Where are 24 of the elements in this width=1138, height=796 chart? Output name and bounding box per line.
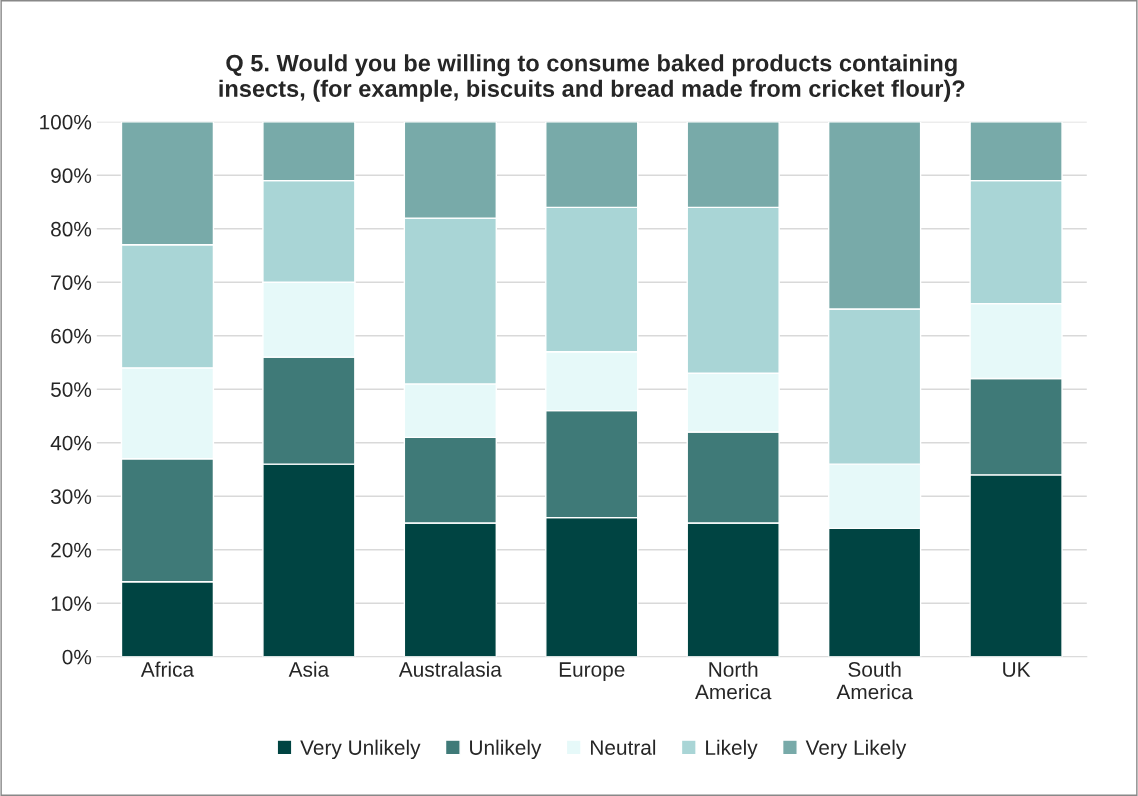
y-tick-label: 30% [50, 489, 92, 504]
x-tick-label: UK [1003, 662, 1031, 677]
legend-label: Very Unlikely [300, 739, 421, 760]
legend-label: Likely [706, 739, 758, 760]
y-tick-label: 10% [51, 596, 92, 611]
legend-label: Neutral [591, 739, 656, 755]
y-tick-label: 90% [51, 168, 92, 184]
x-tick-label: South America [836, 661, 913, 700]
y-tick-label: 0% [62, 649, 92, 665]
y-tick-label: 40% [50, 435, 92, 451]
legend-label: Unlikely [470, 739, 542, 760]
x-tick-label: Australasia [398, 661, 502, 677]
y-tick-label: 100% [40, 114, 92, 130]
y-tick-label: 50% [51, 382, 92, 397]
x-tick-label: Europe [559, 662, 625, 681]
x-tick-label: North America [695, 661, 772, 700]
x-tick-label: Africa [140, 661, 195, 677]
legend-label: Very Likely [805, 739, 907, 760]
y-tick-label: 80% [51, 221, 92, 237]
y-tick-label: 20% [51, 542, 92, 558]
chart-title: Q 5. Would you be willing to consume baked products containing insects, (for example, biscuits and bread made from cricket flour)? [219, 54, 965, 102]
x-tick-label: Asia [288, 661, 330, 677]
y-tick-label: 70% [51, 275, 92, 291]
y-tick-label: 60% [51, 328, 92, 344]
